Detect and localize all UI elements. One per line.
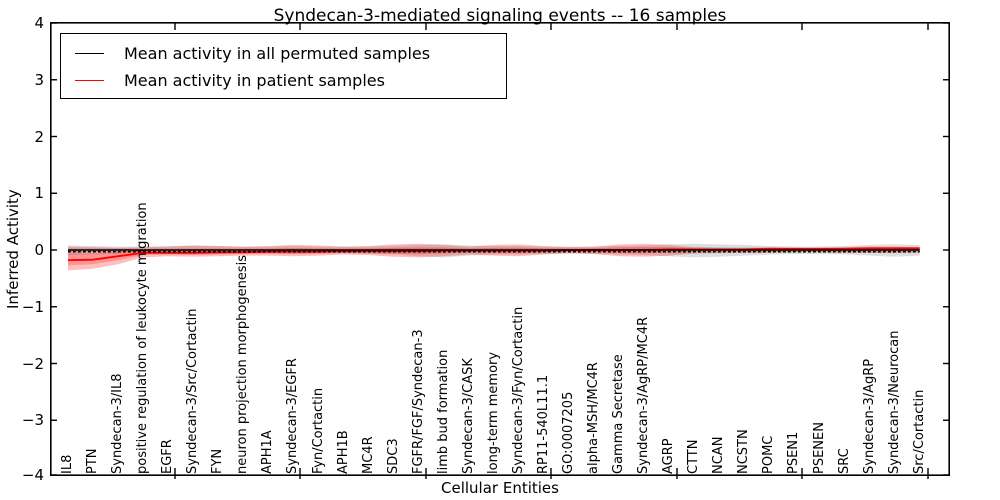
x-tick-label: FGFR/FGF/Syndecan-3 [410,329,426,474]
x-tick-label: Syndecan-3/AgRP [861,358,877,474]
x-tick-label: Syndecan-3/Src/Cortactin [185,308,201,474]
x-tick-label: neuron projection morphogenesis [235,255,251,474]
x-tick-label: AGRP [661,438,677,474]
plot-canvas [50,22,951,479]
x-tick-label: Syndecan-3/CASK [460,358,476,474]
x-tick-label: SDC3 [385,438,401,474]
legend-label-permuted: Mean activity in all permuted samples [124,43,431,63]
plot-area: IL8 PTN Syndecan-3/IL8 positive regulation … [50,22,951,479]
x-tick-label: alpha-MSH/MC4R [586,362,602,474]
x-tick-label: NCAN [711,436,727,474]
legend-label-patient: Mean activity in patient samples [124,70,385,90]
x-tick-label: CTTN [686,439,702,474]
x-tick-label: Syndecan-3/Fyn/Cortactin [510,306,526,474]
y-tick-label: 0 [34,241,44,259]
y-tick-label: 2 [34,127,44,146]
x-tick-label: SRC [836,448,852,474]
x-tick-label: Src/Cortactin [911,389,927,474]
x-tick-label: APH1A [260,430,276,474]
chart-title: Syndecan-3-mediated signaling events -- … [273,6,727,26]
legend: Mean activity in all permuted samples Me… [60,33,507,99]
y-axis-label: Inferred Activity [4,189,22,309]
y-tick-label: 3 [34,70,44,89]
x-tick-label: MC4R [360,436,376,474]
y-tick-label: −4 [21,466,44,484]
x-tick-label: Syndecan-3/EGFR [285,358,301,474]
legend-item-permuted: Mean activity in all permuted samples [61,40,430,66]
x-tick-label: PSENEN [811,422,827,474]
x-tick-label: APH1B [335,430,351,474]
x-tick-label: FYN [210,448,226,474]
x-tick-label: RP11-540L11.1 [535,374,551,474]
x-tick-label: POMC [761,435,777,474]
y-tick-label: 1 [34,184,44,203]
x-axis-label: Cellular Entities [441,479,559,497]
legend-item-patient: Mean activity in patient samples [61,67,385,93]
x-tick-label: Syndecan-3/IL8 [110,373,126,474]
y-tick-label: −2 [21,354,44,373]
x-tick-label: IL8 [60,454,75,474]
x-tick-label: Gamma Secretase [611,354,627,474]
x-tick-label: PSEN1 [786,431,802,474]
x-tick-label: Syndecan-3/Neurocan [886,330,902,474]
x-tick-label: limb bud formation [435,349,451,474]
x-tick-label: positive regulation of leukocyte migrati… [135,202,151,474]
x-tick-label: Syndecan-3/AgRP/MC4R [636,316,652,474]
legend-line-patient-icon [75,79,104,81]
x-tick-label: PTN [85,448,101,474]
x-tick-label: long-term memory [485,351,501,474]
y-tick-label: −3 [21,411,44,430]
x-tick-label: Fyn/Cortactin [310,387,326,474]
y-tick-label: 4 [34,14,44,32]
x-tick-label: GO:0007205 [561,391,576,474]
legend-line-permuted-icon [75,52,104,54]
y-tick-label: −1 [21,297,44,316]
x-tick-label: EGFR [160,439,176,474]
x-tick-label: NCSTN [736,429,752,474]
